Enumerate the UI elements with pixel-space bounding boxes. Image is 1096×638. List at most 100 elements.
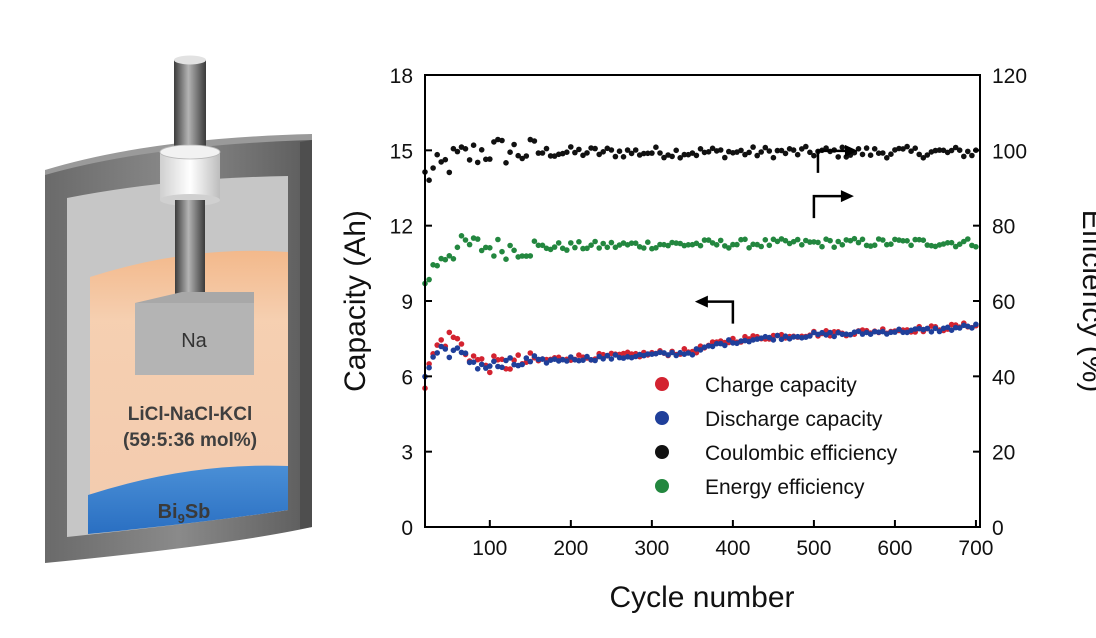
data-point — [649, 150, 655, 156]
collector-rod-lower — [175, 200, 205, 298]
data-point — [458, 233, 465, 239]
data-point — [458, 341, 465, 347]
data-point — [884, 241, 890, 248]
data-point — [487, 363, 493, 369]
coulombic-axis-arrow-head — [844, 144, 858, 157]
data-point — [568, 144, 574, 150]
data-point — [519, 253, 525, 259]
data-point — [543, 145, 550, 152]
data-point — [896, 326, 902, 333]
data-point — [568, 240, 574, 246]
data-point — [462, 237, 469, 243]
data-point — [973, 321, 979, 328]
data-point — [973, 244, 979, 250]
data-point — [470, 142, 477, 148]
x-tick-label: 300 — [634, 537, 669, 560]
capacity-axis-arrow — [702, 300, 735, 324]
axis-arrows — [694, 144, 858, 324]
bi9sb-electrode — [88, 465, 288, 534]
y-right-tick-label: 80 — [992, 216, 1015, 239]
legend-marker-charge — [655, 377, 669, 391]
data-point — [758, 149, 764, 155]
data-point — [762, 144, 769, 151]
data-point — [948, 321, 955, 328]
data-point — [799, 242, 805, 248]
data-point — [535, 356, 542, 363]
data-point — [855, 239, 862, 246]
data-point — [944, 324, 951, 331]
data-point — [701, 237, 708, 243]
data-point — [519, 155, 525, 162]
data-point — [503, 357, 509, 364]
data-point — [531, 138, 538, 144]
data-point — [778, 147, 785, 154]
data-point — [932, 147, 939, 154]
data-point — [831, 244, 837, 250]
data-point — [807, 333, 813, 339]
data-point — [527, 358, 534, 365]
data-point — [657, 150, 663, 156]
data-point — [511, 141, 517, 148]
data-point — [466, 241, 473, 248]
data-point — [956, 325, 963, 331]
data-point — [584, 353, 590, 360]
data-point — [653, 144, 659, 150]
data-point — [592, 145, 598, 152]
data-point — [564, 149, 570, 155]
data-point — [487, 156, 493, 162]
data-point — [564, 358, 570, 364]
data-point — [701, 149, 708, 156]
x-tick-label: 100 — [472, 537, 507, 560]
legend-label-coulombic: Coulombic efficiency — [705, 442, 898, 465]
cell-right-face — [300, 140, 312, 529]
collector-rod-upper — [174, 60, 206, 155]
data-point — [932, 325, 939, 332]
data-point — [442, 346, 449, 352]
data-point — [454, 244, 461, 251]
x-tick-label: 500 — [796, 537, 831, 560]
na-label: Na — [181, 330, 207, 352]
y-left-tick-label: 3 — [401, 442, 413, 465]
data-point — [774, 238, 781, 245]
legend-marker-discharge — [655, 411, 669, 425]
data-point — [892, 329, 898, 335]
y-left-tick-label: 0 — [401, 517, 413, 540]
data-point — [839, 144, 846, 151]
axis-ticks: 100 200 300 400 500 600 7000369121518020406080… — [390, 65, 1027, 560]
data-point — [531, 238, 538, 244]
data-point — [774, 332, 781, 339]
data-point — [474, 236, 481, 242]
data-point — [827, 237, 833, 244]
data-point — [462, 350, 469, 357]
data-point — [928, 329, 935, 335]
data-point — [859, 151, 866, 158]
data-point — [499, 137, 505, 144]
data-point — [608, 356, 615, 362]
data-point — [969, 325, 975, 331]
data-point — [916, 151, 922, 158]
data-point — [454, 345, 461, 351]
data-point — [576, 146, 582, 153]
data-point — [726, 245, 732, 251]
data-point — [742, 151, 748, 158]
data-point — [717, 237, 724, 244]
data-point — [871, 242, 878, 248]
data-point — [612, 153, 619, 160]
data-point — [478, 147, 485, 153]
data-point — [689, 352, 696, 358]
data-point — [499, 364, 505, 371]
electrolyte-label-line2: (59:5:36 mol%) — [123, 430, 257, 451]
x-tick-label: 700 — [958, 537, 993, 560]
chart: 100 200 300 400 500 600 7000369121518020406080… — [339, 65, 1096, 614]
data-point — [880, 150, 886, 156]
y-right-tick-label: 20 — [992, 442, 1015, 465]
data-point — [466, 359, 473, 366]
data-point — [450, 255, 457, 262]
data-point — [681, 151, 688, 158]
data-point — [754, 152, 760, 159]
data-point — [478, 361, 485, 368]
data-point — [936, 328, 943, 335]
data-point — [888, 241, 894, 247]
data-point — [722, 154, 728, 161]
